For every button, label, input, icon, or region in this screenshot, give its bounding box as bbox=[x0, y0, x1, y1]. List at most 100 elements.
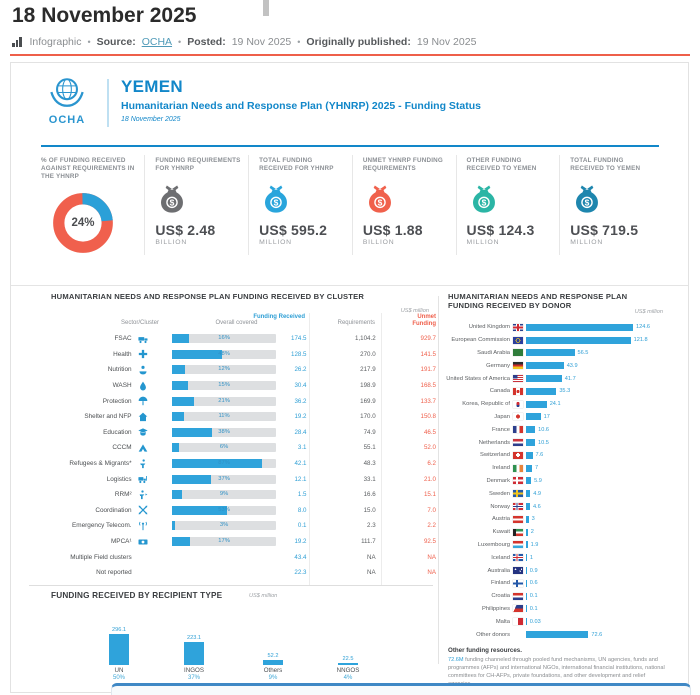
recipient-section-title: FUNDING RECEIVED BY RECIPIENT TYPE bbox=[51, 591, 223, 600]
coverage-bar: 48% bbox=[172, 349, 276, 359]
stat-card-3: UNMET YHNRP FUNDING REQUIREMENTS $ US$ 1… bbox=[351, 155, 456, 255]
recipient-bar-group: 296.1 bbox=[89, 627, 149, 665]
cluster-name: Shelter and NFP bbox=[84, 413, 132, 421]
coverage-bar: 16% bbox=[172, 334, 276, 344]
donor-name: Saudi Arabia bbox=[477, 349, 510, 356]
unmet-value: NA bbox=[427, 569, 436, 577]
donor-bar bbox=[526, 631, 589, 639]
coverage-bar: 38% bbox=[172, 427, 276, 437]
donor-bar bbox=[526, 439, 536, 447]
cluster-row: RRM² 9% 1.5 16.6 15.1 bbox=[29, 487, 436, 503]
donor-row: Sweden 4.9 bbox=[431, 487, 671, 500]
coverage-bar: 21% bbox=[172, 396, 276, 406]
donor-bar bbox=[526, 515, 529, 523]
ph-flag-icon bbox=[513, 605, 523, 613]
donor-name: Korea, Republic of bbox=[462, 401, 510, 408]
col-funding-received: Funding Received bbox=[253, 314, 305, 320]
se-flag-icon bbox=[513, 490, 523, 498]
unmet-value: 929.7 bbox=[420, 335, 436, 343]
donor-row: Malta 0.03 bbox=[431, 615, 671, 628]
donor-row: Denmark 5.9 bbox=[431, 475, 671, 488]
money-bag-icon: $ bbox=[265, 185, 288, 213]
donor-bar-chart: United Kingdom 124.6 European Commission … bbox=[431, 321, 671, 641]
donor-bar bbox=[526, 592, 527, 600]
donor-bar bbox=[526, 426, 536, 434]
money-bag-icon: $ bbox=[368, 185, 391, 213]
forklift-icon bbox=[138, 476, 148, 484]
donor-bar bbox=[526, 541, 528, 549]
donor-name: European Commission bbox=[451, 337, 510, 344]
unmet-value: 92.5 bbox=[423, 538, 436, 546]
recipient-name: Others bbox=[263, 667, 283, 674]
cluster-row: Multiple Field clusters 43.4 NA NA bbox=[29, 549, 436, 565]
requirements-value: 217.9 bbox=[360, 366, 376, 374]
funding-value: 28.4 bbox=[294, 428, 307, 436]
donor-row: Philippines 0.1 bbox=[431, 603, 671, 616]
unmet-value: 7.0 bbox=[427, 506, 436, 514]
cluster-icon-cell bbox=[135, 365, 153, 375]
source-label: Source: bbox=[96, 36, 136, 48]
blue-divider bbox=[41, 145, 659, 147]
stat-unit: MILLION bbox=[259, 239, 292, 247]
posted-label: Posted: bbox=[187, 36, 226, 48]
recipient-bar bbox=[109, 634, 129, 665]
donor-row: Other donors 72.6 bbox=[431, 628, 671, 641]
donor-row: Austria 3 bbox=[431, 513, 671, 526]
requirements-value: 74.9 bbox=[363, 428, 376, 436]
cluster-icon-cell bbox=[135, 412, 153, 422]
page-title: 18 November 2025 bbox=[12, 4, 197, 27]
donor-row: Netherlands 10.5 bbox=[431, 436, 671, 449]
donor-bar bbox=[526, 362, 564, 370]
coverage-bar: 6% bbox=[172, 443, 276, 453]
cluster-icon-cell bbox=[135, 381, 153, 391]
published-label: Originally published: bbox=[306, 36, 411, 48]
requirements-value: 33.1 bbox=[363, 475, 376, 483]
coverage-bar: 53% bbox=[172, 505, 276, 515]
uk-flag-icon bbox=[513, 323, 523, 331]
cluster-icon-cell bbox=[135, 521, 153, 531]
unmet-value: 52.0 bbox=[423, 444, 436, 452]
donor-value: 10.5 bbox=[538, 439, 549, 446]
donor-name: Australia bbox=[487, 567, 510, 574]
donor-name: Netherlands bbox=[478, 439, 510, 446]
donor-row: Croatia 0.1 bbox=[431, 590, 671, 603]
donor-row: Australia 0.9 bbox=[431, 564, 671, 577]
donor-section-title: HUMANITARIAN NEEDS AND RESPONSE PLAN FUN… bbox=[448, 292, 628, 311]
recipient-percent: 37% bbox=[187, 675, 200, 681]
unmet-value: 133.7 bbox=[420, 397, 436, 405]
cluster-row: FSAC 16% 174.5 1,104.2 929.7 bbox=[29, 331, 436, 347]
requirements-value: 1,104.2 bbox=[355, 335, 376, 343]
coverage-bar: 12% bbox=[172, 365, 276, 375]
funding-donut: 24% bbox=[51, 191, 115, 255]
dot-separator: • bbox=[87, 37, 91, 47]
cluster-name: Health bbox=[113, 350, 132, 358]
donor-bar bbox=[526, 579, 527, 587]
dot-separator: • bbox=[297, 37, 301, 47]
cluster-icon-cell bbox=[135, 537, 153, 547]
coverage-percent: 38% bbox=[218, 428, 230, 435]
banner-divider bbox=[107, 79, 109, 127]
donor-name: United States of America bbox=[446, 375, 510, 382]
cluster-row: Nutrition 12% 26.2 217.9 191.7 bbox=[29, 362, 436, 378]
unmet-value: 141.5 bbox=[420, 350, 436, 358]
next-card-edge[interactable] bbox=[111, 683, 691, 695]
donor-value: 0.1 bbox=[529, 593, 538, 600]
coverage-percent: 6% bbox=[219, 444, 229, 451]
scrollbar-fragment[interactable] bbox=[263, 0, 269, 16]
cluster-icon-cell bbox=[135, 490, 153, 500]
donut-percent: 24% bbox=[71, 216, 95, 229]
recipient-percent: 9% bbox=[268, 675, 278, 681]
recipient-percent: 4% bbox=[343, 675, 353, 681]
donor-name: France bbox=[491, 426, 510, 433]
funding-value: 12.1 bbox=[294, 475, 307, 483]
donor-value: 56.5 bbox=[577, 349, 589, 356]
cluster-name: Nutrition bbox=[107, 366, 132, 374]
donor-name: Malta bbox=[495, 618, 510, 625]
stat-card-0: % OF FUNDING RECEIVED AGAINST REQUIREMEN… bbox=[39, 155, 144, 255]
stat-value: US$ 719.5 bbox=[570, 222, 639, 239]
source-link[interactable]: OCHA bbox=[141, 36, 173, 48]
donor-value: 4.9 bbox=[533, 490, 541, 497]
grey-divider bbox=[11, 285, 688, 286]
donor-value: 124.6 bbox=[636, 324, 650, 331]
recipient-bar bbox=[184, 641, 204, 665]
